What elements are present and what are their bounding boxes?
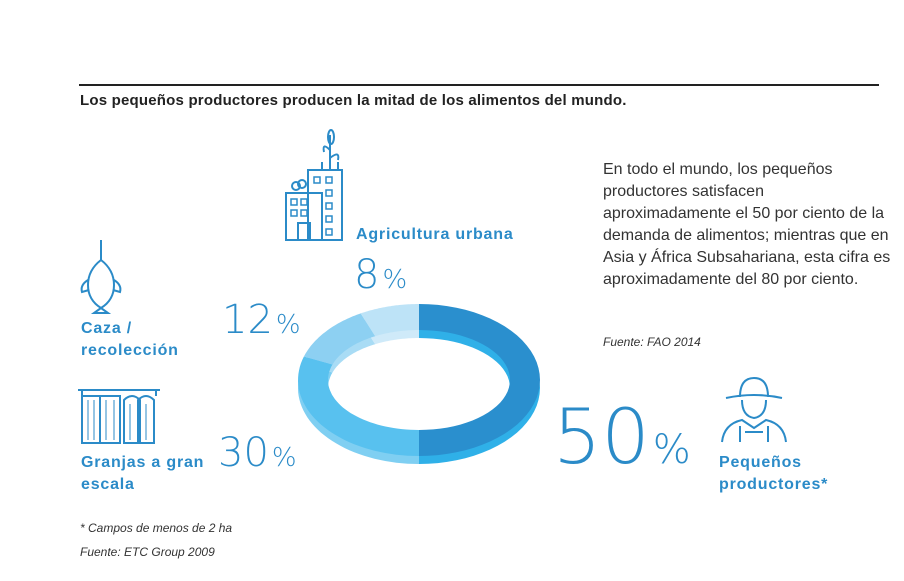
donut-slice-3 — [360, 304, 419, 337]
footnote: * Campos de menos de 2 ha — [80, 521, 233, 535]
pct-unit: % — [382, 265, 408, 295]
label-granjas: Granjas a gran escala — [81, 454, 205, 493]
pct-value: 12 — [222, 297, 273, 343]
chart-title: Los pequeños productores producen la mit… — [80, 92, 627, 109]
footnote-source: Fuente: ETC Group 2009 — [80, 545, 215, 559]
note-source: Fuente: FAO 2014 — [603, 335, 701, 349]
farmer-icon — [721, 376, 787, 443]
pct-value: 50 — [553, 392, 650, 481]
donut-slice-1 — [298, 356, 419, 456]
pct-granjas: 30% — [218, 430, 297, 476]
donut-slice-0 — [419, 304, 540, 456]
pct-pequenos-productores: 50% — [553, 392, 691, 481]
pct-unit: % — [652, 427, 691, 473]
pct-agricultura-urbana: 8% — [354, 252, 407, 298]
note-text: En todo el mundo, los pequeños productor… — [603, 161, 891, 288]
donut-slice-2 — [303, 313, 376, 365]
pct-value: 30 — [218, 430, 269, 476]
top-rule — [79, 84, 879, 86]
pct-value: 8 — [354, 252, 380, 298]
label-pequenos-productores: Pequeños productores* — [719, 454, 829, 493]
pct-caza-recoleccion: 12% — [222, 297, 301, 343]
fish-icon — [80, 240, 122, 314]
label-caza-recoleccion: Caza / recolección — [81, 320, 179, 359]
label-agricultura-urbana: Agricultura urbana — [356, 226, 514, 243]
pct-unit: % — [275, 310, 301, 340]
silo-icon — [78, 389, 160, 444]
city-plants-icon — [285, 129, 343, 241]
pct-unit: % — [271, 443, 297, 473]
